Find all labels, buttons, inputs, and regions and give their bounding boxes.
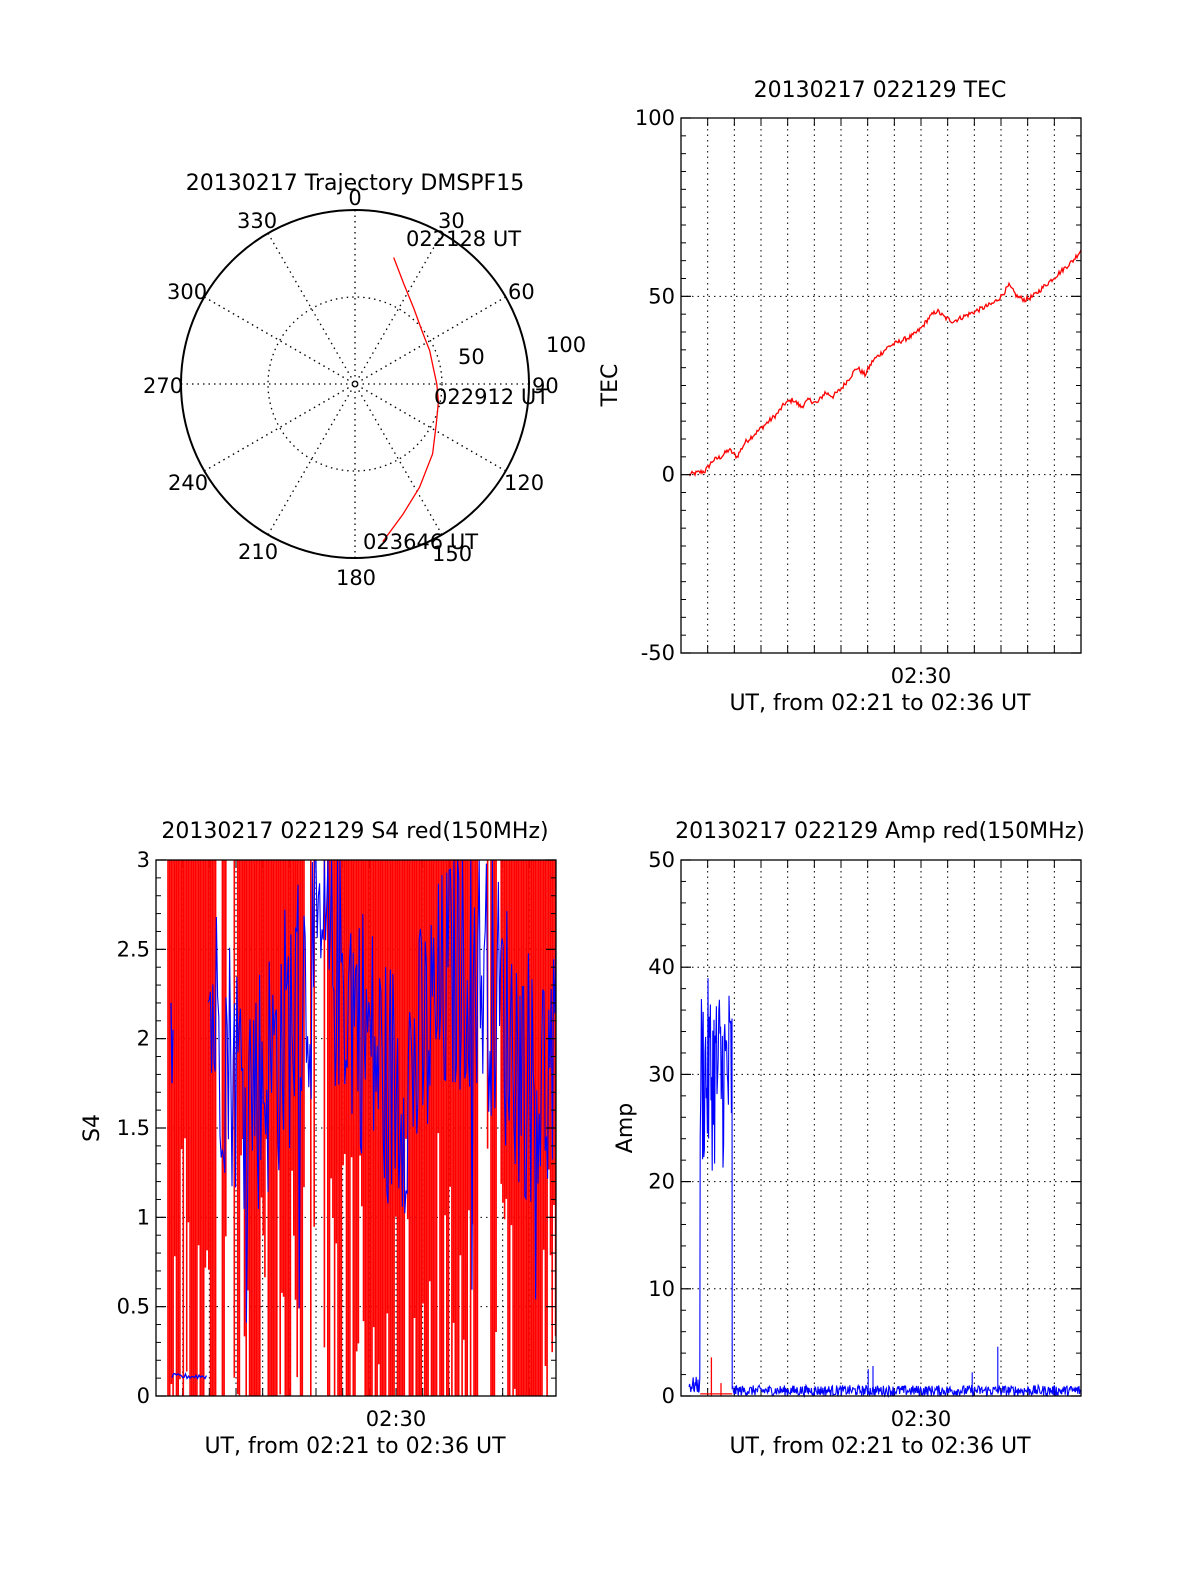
tec-grid bbox=[681, 118, 1081, 653]
angle-label-150: 150 bbox=[432, 542, 472, 566]
radius-label-50: 50 bbox=[458, 345, 485, 369]
s4-ytick-label-0: 0 bbox=[137, 1384, 150, 1408]
amp-ytick-label-2: 20 bbox=[648, 1170, 675, 1194]
amp-panel: 20130217 022129 Amp red(150MHz) 0 10 20 30 4… bbox=[613, 819, 1085, 1459]
amp-title: 20130217 022129 Amp red(150MHz) bbox=[675, 819, 1085, 844]
polar-spoke-150 bbox=[267, 232, 443, 536]
tec-y-ticks: -50 0 50 100 bbox=[635, 106, 1081, 665]
s4-ytick-label-5: 2.5 bbox=[117, 937, 150, 961]
s4-ytick-label-1: 0.5 bbox=[117, 1295, 150, 1319]
polar-grid bbox=[181, 210, 529, 558]
tec-series-line bbox=[688, 249, 1082, 477]
tec-ytick-label-3: 100 bbox=[635, 106, 675, 130]
polar-title: 20130217 Trajectory DMSPF15 bbox=[186, 171, 524, 196]
amp-y-axis-label: Amp bbox=[613, 1103, 638, 1153]
trajectory-start-label: 022128 UT bbox=[406, 227, 521, 251]
tec-panel: 20130217 022129 TEC -50 0 50 100 02:30 UT, … bbox=[598, 78, 1082, 716]
s4-y-axis-label: S4 bbox=[80, 1114, 105, 1142]
angle-label-60: 60 bbox=[508, 280, 535, 304]
tec-y-axis-label: TEC bbox=[598, 364, 623, 408]
tec-plot-frame bbox=[680, 117, 1082, 654]
tec-ytick-label-0: -50 bbox=[641, 641, 675, 665]
amp-x-axis-label: UT, from 02:21 to 02:36 UT bbox=[729, 1434, 1031, 1459]
polar-spoke-30 bbox=[267, 232, 443, 536]
s4-blue-early-segment bbox=[170, 1002, 208, 1380]
angle-label-270: 270 bbox=[143, 374, 183, 398]
angle-label-0: 0 bbox=[348, 186, 361, 210]
s4-title: 20130217 022129 S4 red(150MHz) bbox=[161, 819, 548, 844]
amp-plot-frame bbox=[680, 859, 1082, 1397]
angle-label-120: 120 bbox=[504, 471, 544, 495]
s4-x-axis-label: UT, from 02:21 to 02:36 UT bbox=[204, 1434, 506, 1459]
s4-ytick-label-2: 1 bbox=[137, 1205, 150, 1229]
angle-label-240: 240 bbox=[168, 471, 208, 495]
polar-inner-circle bbox=[267, 296, 443, 472]
s4-blue-series-line bbox=[207, 859, 557, 1323]
trajectory-mid-label: 022912 UT bbox=[434, 385, 549, 409]
tec-x-tick-0230: 02:30 bbox=[891, 664, 952, 688]
tec-ytick-label-1: 0 bbox=[662, 463, 675, 487]
s4-ytick-label-4: 2 bbox=[137, 1027, 150, 1051]
amp-ytick-label-4: 40 bbox=[648, 955, 675, 979]
angle-label-300: 300 bbox=[167, 280, 207, 304]
s4-ytick-label-3: 1.5 bbox=[117, 1116, 150, 1140]
amp-ytick-label-3: 30 bbox=[648, 1062, 675, 1086]
s4-panel: 20130217 022129 S4 red(150MHz) 0 0.5 1 1.5 2… bbox=[80, 819, 557, 1459]
polar-panel: 20130217 Trajectory DMSPF15 0 30 60 90 1… bbox=[143, 171, 586, 590]
angle-label-180: 180 bbox=[336, 566, 376, 590]
angle-label-210: 210 bbox=[238, 540, 278, 564]
s4-ytick-label-6: 3 bbox=[137, 848, 150, 872]
angle-label-30: 30 bbox=[438, 209, 465, 233]
amp-grid bbox=[681, 860, 1081, 1396]
s4-x-tick-0230: 02:30 bbox=[366, 1407, 427, 1431]
tec-title: 20130217 022129 TEC bbox=[754, 78, 1007, 103]
s4-y-ticks: 0 0.5 1 1.5 2 2.5 3 bbox=[117, 848, 556, 1408]
amp-red-series-line bbox=[700, 1357, 733, 1396]
angle-label-90: 90 bbox=[532, 374, 559, 398]
amp-ytick-label-5: 50 bbox=[648, 848, 675, 872]
radius-label-100: 100 bbox=[546, 333, 586, 357]
tec-ytick-label-2: 50 bbox=[648, 284, 675, 308]
amp-ytick-label-0: 0 bbox=[662, 1384, 675, 1408]
tec-x-axis-label: UT, from 02:21 to 02:36 UT bbox=[729, 691, 1031, 716]
amp-y-ticks: 0 10 20 30 40 50 bbox=[648, 848, 1081, 1408]
trajectory-end-label: 023646 UT bbox=[363, 530, 478, 554]
amp-ytick-label-1: 10 bbox=[648, 1277, 675, 1301]
amp-blue-series-line bbox=[688, 978, 1081, 1399]
polar-trajectory-line bbox=[382, 257, 440, 542]
angle-label-330: 330 bbox=[237, 209, 277, 233]
amp-x-tick-0230: 02:30 bbox=[891, 1407, 952, 1431]
polar-outer-circle bbox=[180, 209, 530, 559]
